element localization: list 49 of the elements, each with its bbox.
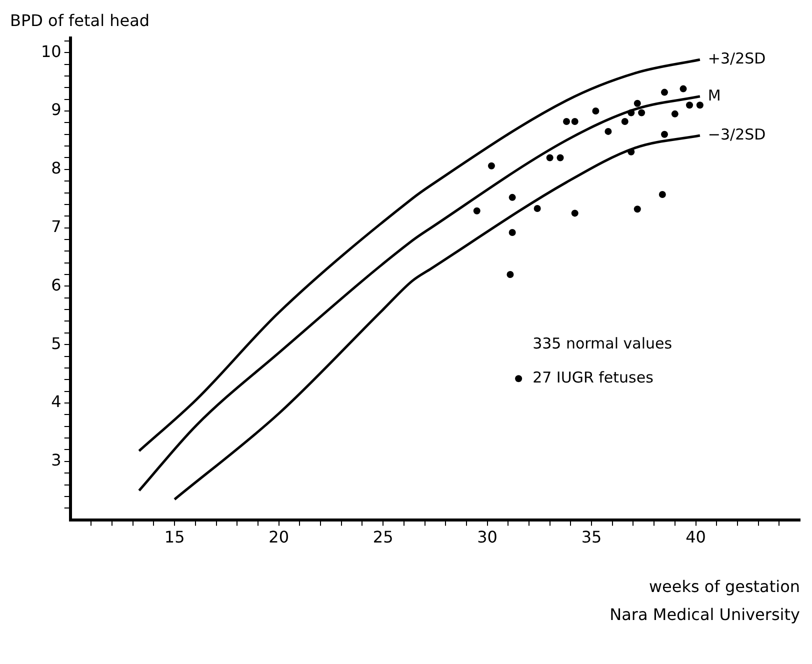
point xyxy=(604,128,612,135)
point xyxy=(556,154,564,162)
x-axis-title: weeks of gestation xyxy=(648,576,800,596)
point xyxy=(508,194,516,201)
point xyxy=(686,102,694,109)
point xyxy=(506,271,514,278)
point xyxy=(680,85,687,92)
point xyxy=(660,88,668,96)
point xyxy=(488,162,495,170)
point xyxy=(571,118,578,126)
line-series xyxy=(138,95,702,492)
point xyxy=(473,207,480,214)
line-series xyxy=(138,58,702,452)
point xyxy=(658,191,666,198)
point xyxy=(634,206,641,213)
x-tick-label: 40 xyxy=(686,528,706,547)
point xyxy=(592,108,600,114)
point xyxy=(546,154,554,162)
point xyxy=(534,205,541,212)
annotation: 335 normal values xyxy=(532,334,672,352)
x-tick-label: 25 xyxy=(372,528,394,547)
y-tick-label: 8 xyxy=(51,158,62,178)
point xyxy=(696,102,704,109)
y-tick-label: 10 xyxy=(41,42,62,61)
line-series xyxy=(173,134,702,501)
series-label: +3/2SD xyxy=(708,50,766,68)
point xyxy=(638,109,646,116)
point xyxy=(660,130,668,138)
x-tick-label: 35 xyxy=(581,528,602,547)
x-tick-label: 15 xyxy=(164,528,185,547)
text: Nara Medical University xyxy=(610,604,800,624)
series-label: −3/2SD xyxy=(708,125,766,144)
point xyxy=(571,210,578,217)
point xyxy=(621,118,628,126)
y-tick-label: 5 xyxy=(51,334,62,353)
x-tick-label: 30 xyxy=(477,528,498,547)
point xyxy=(634,100,641,107)
point xyxy=(671,110,678,118)
y-tick-label: 3 xyxy=(51,450,62,470)
y-tick-label: 6 xyxy=(51,275,62,294)
y-axis-title: BPD of fetal head xyxy=(10,11,150,30)
point xyxy=(563,118,570,126)
y-tick-label: 7 xyxy=(51,216,62,236)
x-tick-label: 20 xyxy=(268,528,290,547)
y-tick-label: 4 xyxy=(51,392,62,412)
series-label: M xyxy=(708,86,721,104)
y-tick-label: 9 xyxy=(51,100,62,120)
point xyxy=(508,228,516,236)
legend-label: 27 IUGR fetuses xyxy=(532,368,654,386)
